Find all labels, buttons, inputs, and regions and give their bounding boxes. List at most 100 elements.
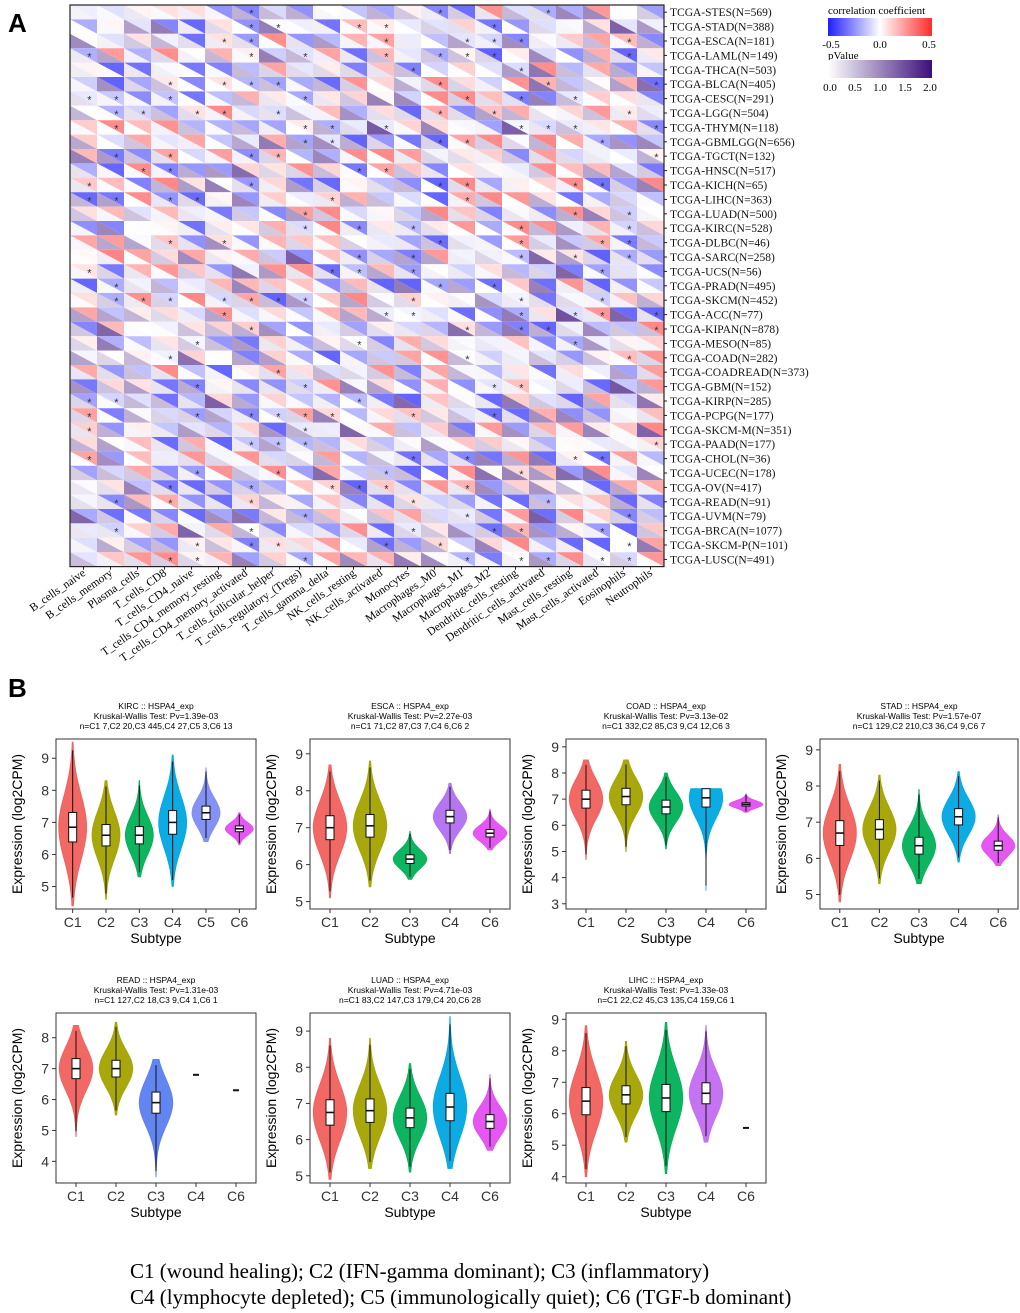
heatmap-pvalue-triangle: [394, 163, 421, 178]
significance-star: *: [276, 296, 281, 308]
heatmap-corr-triangle: [637, 365, 664, 380]
heatmap-corr-triangle: [637, 264, 664, 279]
y-tick-label: 6: [295, 1132, 303, 1148]
heatmap-pvalue-triangle: [502, 192, 529, 207]
heatmap-pvalue-triangle: [583, 235, 610, 250]
heatmap-pvalue-triangle: [286, 307, 313, 322]
heatmap-pvalue-triangle: [313, 465, 340, 481]
significance-star: *: [303, 138, 308, 150]
heatmap-corr-triangle: [97, 494, 124, 509]
heatmap-pvalue-triangle: [124, 350, 151, 365]
heatmap-pvalue-triangle: [583, 523, 610, 538]
heatmap-pvalue-triangle: [340, 307, 367, 322]
heatmap-pvalue-triangle: [97, 62, 124, 77]
heatmap-corr-triangle: [178, 77, 205, 92]
heatmap-corr-triangle: [448, 437, 475, 452]
significance-star: *: [627, 109, 632, 121]
heatmap-corr-triangle: [97, 552, 124, 567]
significance-star: *: [114, 527, 119, 539]
heatmap-corr-triangle: [97, 293, 124, 308]
heatmap-pvalue-triangle: [340, 494, 367, 509]
heatmap-row-label: TCGA-LUSC(N=491): [670, 554, 774, 566]
heatmap-row-label: TCGA-SKCM-M(N=351): [670, 425, 792, 437]
heatmap-pvalue-triangle: [178, 120, 205, 135]
heatmap-pvalue-triangle: [232, 408, 259, 423]
y-tick-label: 8: [551, 1043, 559, 1059]
heatmap-pvalue-triangle: [475, 494, 502, 509]
heatmap-corr-triangle: [151, 293, 178, 308]
heatmap-pvalue-triangle: [232, 177, 259, 193]
heatmap-corr-triangle: [583, 365, 610, 380]
significance-star: *: [330, 483, 335, 495]
heatmap-corr-triangle: [367, 408, 394, 423]
heatmap-pvalue-triangle: [421, 235, 448, 250]
heatmap-pvalue-triangle: [286, 77, 313, 92]
heatmap-pvalue-triangle: [448, 77, 475, 92]
heatmap-pvalue-triangle: [205, 307, 232, 322]
heatmap-pvalue-triangle: [421, 105, 448, 121]
heatmap-corr-triangle: [448, 336, 475, 351]
heatmap-pvalue-triangle: [259, 321, 286, 337]
heatmap-pvalue-triangle: [232, 192, 259, 207]
heatmap-corr-triangle: [448, 365, 475, 380]
heatmap-pvalue-triangle: [340, 48, 367, 63]
heatmap-corr-triangle: [232, 336, 259, 351]
heatmap-pvalue-triangle: [232, 62, 259, 77]
significance-star: *: [330, 123, 335, 135]
heatmap-corr-triangle: [448, 278, 475, 293]
heatmap-corr-triangle: [259, 350, 286, 365]
heatmap-corr-triangle: [421, 365, 448, 380]
violin-plot-title: LUAD :: HSPA4_exp: [371, 975, 449, 985]
violin-plot-n: n=C1 7,C2 20,C3 445,C4 27,C5 3,C6 13: [80, 721, 233, 731]
heatmap-pvalue-triangle: [475, 5, 502, 20]
y-tick-label: 5: [295, 894, 303, 910]
significance-star: *: [573, 455, 578, 467]
heatmap-pvalue-triangle: [556, 19, 583, 34]
heatmap-corr-triangle: [286, 235, 313, 250]
heatmap-pvalue-triangle: [70, 393, 97, 409]
heatmap-corr-triangle: [97, 350, 124, 365]
heatmap-pvalue-triangle: [502, 48, 529, 63]
heatmap-pvalue-triangle: [637, 451, 664, 466]
significance-star: *: [114, 282, 119, 294]
heatmap-corr-triangle: [529, 422, 556, 437]
significance-star: *: [573, 95, 578, 107]
heatmap-pvalue-triangle: [97, 321, 124, 337]
heatmap-pvalue-triangle: [151, 278, 178, 293]
heatmap-pvalue-triangle: [259, 408, 286, 423]
heatmap-pvalue-triangle: [394, 120, 421, 135]
heatmap-corr-triangle: [556, 62, 583, 77]
heatmap-pvalue-triangle: [313, 91, 340, 106]
heatmap-pvalue-triangle: [502, 336, 529, 351]
heatmap-corr-triangle: [583, 264, 610, 279]
heatmap-pvalue-triangle: [556, 523, 583, 538]
heatmap-pvalue-triangle: [502, 149, 529, 164]
heatmap-pvalue-triangle: [286, 62, 313, 77]
heatmap-corr-triangle: [502, 91, 529, 106]
heatmap-row-label: TCGA-HNSC(N=517): [670, 166, 776, 178]
significance-star: *: [249, 440, 254, 452]
heatmap-pvalue-triangle: [502, 19, 529, 34]
heatmap-pvalue-triangle: [610, 206, 637, 221]
heatmap-pvalue-triangle: [502, 120, 529, 135]
heatmap-corr-triangle: [70, 62, 97, 77]
heatmap-pvalue-triangle: [583, 408, 610, 423]
significance-star: *: [276, 440, 281, 452]
x-tick-label: C1: [321, 1188, 339, 1204]
heatmap-pvalue-triangle: [286, 249, 313, 265]
heatmap-pvalue-triangle: [70, 264, 97, 279]
heatmap-pvalue-triangle: [124, 393, 151, 409]
heatmap-corr-triangle: [286, 365, 313, 380]
heatmap-pvalue-triangle: [502, 206, 529, 221]
heatmap-pvalue-triangle: [502, 451, 529, 466]
heatmap-pvalue-triangle: [70, 422, 97, 437]
heatmap-corr-triangle: [394, 451, 421, 466]
heatmap-row-label: TCGA-LIHC(N=363): [670, 194, 772, 206]
heatmap-pvalue-triangle: [313, 437, 340, 452]
heatmap-pvalue-triangle: [394, 264, 421, 279]
x-tick-label: C2: [870, 914, 888, 930]
heatmap-row-label: TCGA-UCS(N=56): [670, 266, 762, 278]
heatmap-corr-triangle: [502, 19, 529, 34]
heatmap-corr-triangle: [97, 307, 124, 322]
heatmap-corr-triangle: [286, 62, 313, 77]
